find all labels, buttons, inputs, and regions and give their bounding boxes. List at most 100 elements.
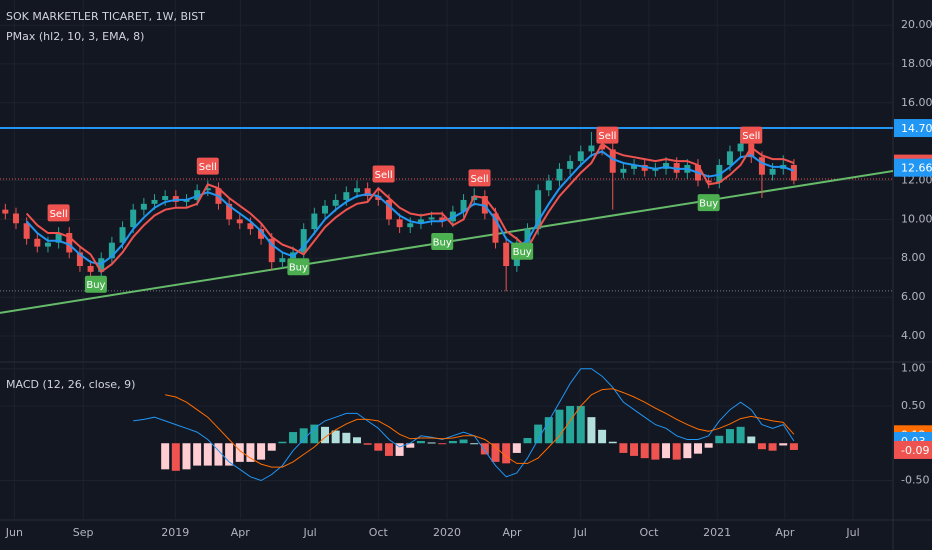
macd-histogram-bar	[416, 441, 425, 444]
candle-body	[322, 205, 329, 214]
macd-histogram-bar	[352, 437, 361, 444]
macd-histogram-bar	[342, 432, 351, 444]
candle-body	[353, 188, 360, 193]
pmax-line	[25, 142, 795, 274]
macd-histogram-bar	[235, 443, 244, 462]
candle-body	[236, 219, 243, 224]
candle-body	[407, 223, 414, 228]
macd-histogram-bar	[470, 443, 479, 445]
macd-histogram-bar	[257, 443, 266, 460]
x-tick-label: 2021	[703, 526, 731, 539]
macd-line	[133, 368, 795, 482]
candle-body	[12, 213, 19, 224]
macd-histogram-bar	[289, 432, 298, 444]
macd-histogram-bar	[321, 426, 330, 444]
candle-body	[748, 143, 755, 158]
candle-body	[34, 238, 41, 247]
macd-histogram-bar	[246, 443, 255, 462]
macd-histogram-bar	[512, 443, 521, 453]
macd-histogram-bar	[278, 441, 287, 444]
candle-body	[556, 168, 563, 181]
macd-histogram-bar	[203, 443, 212, 466]
x-tick-label: Apr	[503, 526, 523, 539]
candle-body	[247, 223, 254, 230]
y-tick-label: 18.00	[901, 57, 932, 70]
macd-histogram-bar	[662, 443, 671, 459]
y-tick-label: 8.00	[901, 251, 926, 264]
signal-label: Sell	[598, 131, 616, 142]
candle-body	[460, 199, 467, 212]
signal-box	[372, 165, 395, 183]
candle-body	[790, 164, 797, 181]
macd-histogram-bar	[768, 443, 777, 451]
macd-histogram-bar	[523, 438, 532, 444]
candle-body	[55, 232, 62, 243]
y-tick-label: 4.00	[901, 329, 926, 342]
y-tick-label: 10.00	[901, 212, 932, 225]
x-tick-label: Apr	[775, 526, 795, 539]
candle-body	[76, 252, 83, 267]
candle-body	[332, 199, 339, 206]
macd-title: MACD (12, 26, close, 9)	[6, 378, 135, 391]
candle-body	[726, 151, 733, 165]
macd-histogram-bar	[161, 443, 170, 470]
candle-body	[279, 258, 286, 263]
macd-histogram-bar	[534, 424, 543, 444]
candle-body	[66, 232, 73, 253]
candle-body	[162, 196, 169, 200]
y-tick-label: 0.50	[901, 399, 926, 412]
candle-body	[620, 168, 627, 173]
macd-histogram-bar	[608, 441, 617, 444]
price-badge-label: 14.70	[901, 122, 932, 135]
macd-histogram-bar	[363, 443, 372, 445]
candle-body	[396, 219, 403, 228]
signal-box	[511, 242, 534, 260]
macd-histogram-bar	[779, 443, 788, 446]
candle-body	[428, 217, 435, 220]
x-tick-label: Sep	[73, 526, 94, 539]
candle-body	[417, 219, 424, 224]
candle-body	[23, 223, 30, 239]
macd-histogram-bar	[683, 443, 692, 459]
macd-histogram-bar	[693, 443, 702, 454]
macd-histogram-bar	[491, 443, 500, 462]
y-tick-label: 12.00	[901, 174, 932, 187]
candle-body	[268, 238, 275, 263]
candle-body	[503, 242, 510, 267]
signal-label: Sell	[471, 174, 489, 185]
macd-histogram-bar	[193, 443, 202, 466]
y-tick-label: 16.00	[901, 96, 932, 109]
macd-histogram-bar	[267, 443, 276, 451]
candle-body	[300, 229, 307, 253]
signal-box	[84, 275, 107, 293]
macd-histogram-bar	[630, 443, 639, 456]
macd-histogram-bar	[651, 443, 660, 460]
macd-histogram-bar	[598, 429, 607, 444]
price-badge	[894, 440, 932, 459]
signal-box	[47, 204, 70, 222]
macd-histogram-bar	[310, 424, 319, 444]
signal-box	[431, 232, 454, 250]
x-tick-label: 2020	[433, 526, 461, 539]
macd-histogram-bar	[672, 443, 681, 460]
candle-body	[545, 180, 552, 191]
macd-histogram-bar	[502, 443, 511, 464]
candle-body	[577, 151, 584, 162]
candle-body	[758, 157, 765, 175]
candle-body	[204, 188, 211, 191]
macd-histogram-bar	[427, 442, 436, 444]
signal-label: Buy	[699, 199, 718, 210]
x-tick-label: Oct	[369, 526, 389, 539]
candle-body	[119, 227, 126, 243]
x-tick-label: 2019	[161, 526, 189, 539]
signal-label: Sell	[375, 170, 393, 181]
candle-body	[151, 199, 158, 204]
x-tick-label: Jul	[302, 526, 316, 539]
macd-histogram-bar	[225, 443, 234, 466]
signal-box	[287, 258, 310, 276]
x-tick-label: Jul	[573, 526, 587, 539]
macd-histogram-bar	[384, 443, 393, 456]
macd-histogram-bar	[374, 443, 383, 451]
indicator-title: PMax (hl2, 10, 3, EMA, 8)	[6, 30, 144, 43]
